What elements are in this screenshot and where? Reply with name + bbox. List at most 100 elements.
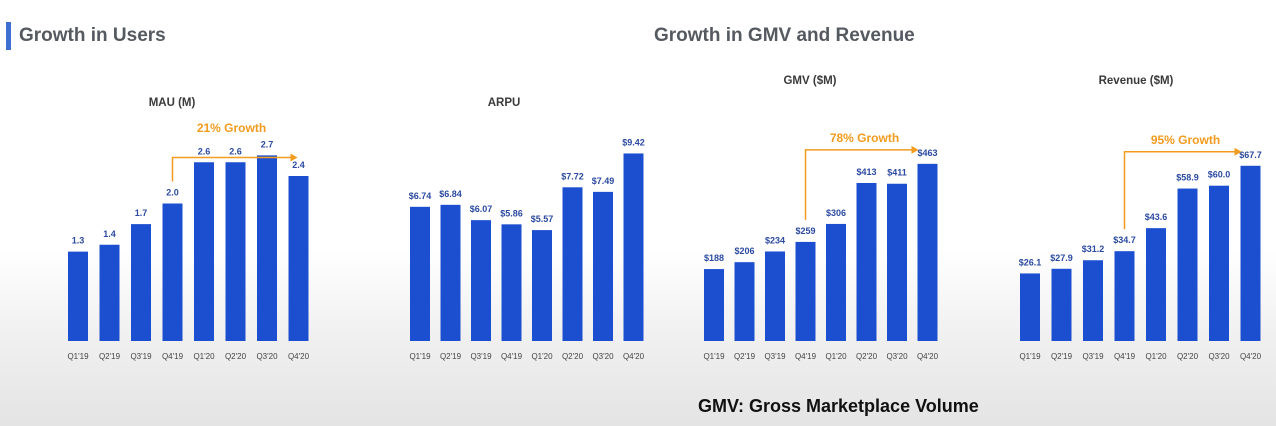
revenue-value-label: $60.0 (1208, 170, 1231, 180)
revenue-chart: Revenue ($M) $26.1 Q1'19 $27.9 Q2'19 $31.2 Q3'… (1014, 0, 1274, 370)
revenue-value-label: $27.9 (1050, 253, 1073, 263)
gmv-chart-title: GMV ($M) (783, 75, 836, 87)
mau-growth-arrow (171, 156, 291, 182)
mau-tick-label: Q2'20 (225, 352, 247, 361)
arpu-tick-label: Q3'19 (470, 352, 492, 361)
mau-value-label: 1.7 (135, 208, 148, 218)
revenue-tick-label: Q2'19 (1051, 352, 1073, 361)
gmv-value-label: $234 (765, 235, 785, 245)
mau-tick-label: Q4'19 (162, 352, 184, 361)
section-accent-bar (6, 22, 11, 50)
revenue-bar (1083, 260, 1103, 341)
users-section-title: Growth in Users (19, 25, 166, 46)
gmv-tick-label: Q1'20 (825, 352, 847, 361)
arpu-tick-label: Q1'19 (409, 352, 431, 361)
arpu-value-label: $6.74 (409, 191, 432, 201)
revenue-bar (1146, 228, 1166, 341)
gmv-tick-label: Q3'19 (764, 352, 786, 361)
gmv-value-label: $411 (887, 168, 907, 178)
gmv-tick-label: Q4'20 (917, 352, 939, 361)
mau-arrowhead (290, 153, 298, 162)
revenue-value-label: $43.6 (1145, 212, 1168, 222)
arpu-value-label: $7.72 (561, 171, 584, 181)
gmv-arrowhead (911, 145, 919, 154)
mau-value-label: 2.6 (198, 146, 211, 156)
revenue-tick-label: Q3'20 (1208, 352, 1230, 361)
mau-tick-label: Q2'19 (99, 352, 121, 361)
mau-bar (99, 244, 120, 341)
mau-value-label: 1.4 (103, 229, 116, 239)
revenue-bar (1020, 273, 1040, 341)
arpu-bar (471, 220, 491, 341)
mau-tick-label: Q1'19 (67, 352, 89, 361)
mau-value-label: 2.0 (166, 188, 179, 198)
gmv-footnote: GMV: Gross Marketplace Volume (698, 396, 979, 416)
mau-bar (288, 176, 309, 341)
arpu-bar (593, 191, 613, 341)
mau-bar (225, 162, 246, 341)
gmv-tick-label: Q3'20 (886, 352, 908, 361)
arpu-tick-label: Q4'20 (623, 352, 645, 361)
mau-tick-label: Q4'20 (288, 352, 310, 361)
gmv-bar (795, 241, 816, 341)
revenue-arrowhead (1234, 147, 1242, 156)
arpu-tick-label: Q1'20 (531, 352, 553, 361)
revenue-value-label: $31.2 (1082, 244, 1105, 254)
gmv-value-label: $413 (856, 167, 876, 177)
gmv-tick-label: Q4'19 (795, 352, 817, 361)
gmv-value-label: $463 (917, 148, 937, 158)
arpu-value-label: $5.86 (500, 208, 523, 218)
gmv-value-label: $188 (704, 253, 724, 263)
gmv-bar (856, 182, 877, 341)
gmv-growth-arrow (804, 149, 912, 220)
mau-bar (131, 224, 151, 341)
revenue-bar (1114, 251, 1135, 341)
mau-tick-label: Q3'19 (130, 352, 152, 361)
mau-bar (162, 203, 183, 341)
arpu-tick-label: Q4'19 (501, 352, 523, 361)
gmv-bar (887, 183, 907, 341)
gmv-tick-label: Q1'19 (703, 352, 725, 361)
revenue-value-label: $58.9 (1176, 173, 1199, 183)
mau-value-label: 1.3 (72, 236, 85, 246)
revenue-value-label: $67.7 (1239, 150, 1262, 160)
gmv-bar (826, 223, 846, 341)
revenue-value-label: $26.1 (1019, 257, 1042, 267)
gmv-bar (734, 262, 755, 341)
arpu-tick-label: Q2'20 (562, 352, 584, 361)
arpu-value-label: $9.42 (622, 137, 645, 147)
mau-chart-title: MAU (M) (149, 97, 196, 109)
arpu-value-label: $6.84 (439, 189, 462, 199)
revenue-chart-title: Revenue ($M) (1099, 75, 1174, 87)
gmv-value-label: $206 (734, 246, 754, 256)
arpu-bar (410, 206, 430, 341)
revenue-tick-label: Q4'20 (1240, 352, 1262, 361)
arpu-bar (440, 204, 461, 341)
mau-bar (194, 162, 214, 341)
arpu-bar (532, 230, 552, 341)
gmv-bar (765, 251, 785, 341)
mau-tick-label: Q3'20 (256, 352, 278, 361)
arpu-value-label: $7.49 (592, 176, 615, 186)
revenue-tick-label: Q3'19 (1082, 352, 1104, 361)
arpu-tick-label: Q2'19 (440, 352, 462, 361)
mau-bar (68, 251, 88, 341)
arpu-bar (501, 224, 522, 341)
mau-value-label: 2.4 (292, 160, 305, 170)
revenue-tick-label: Q1'20 (1145, 352, 1167, 361)
gmv-value-label: $259 (795, 226, 815, 236)
revenue-growth-arrow (1123, 151, 1235, 230)
revenue-value-label: $34.7 (1113, 235, 1136, 245)
mau-value-label: 2.6 (229, 146, 242, 156)
arpu-value-label: $5.57 (531, 214, 554, 224)
mau-tick-label: Q1'20 (193, 352, 215, 361)
arpu-chart-title: ARPU (488, 97, 521, 109)
arpu-bar (562, 187, 583, 341)
gmv-chart: GMV ($M) $188 Q1'19 $206 Q2'19 $234 Q3'19 $259 Q… (696, 0, 946, 370)
gmv-tick-label: Q2'20 (856, 352, 878, 361)
mau-growth-label: 21% Growth (197, 121, 266, 135)
revenue-tick-label: Q1'19 (1019, 352, 1041, 361)
arpu-bar (623, 153, 644, 341)
gmv-revenue-section-title: Growth in GMV and Revenue (654, 25, 915, 46)
revenue-growth-label: 95% Growth (1151, 133, 1220, 147)
